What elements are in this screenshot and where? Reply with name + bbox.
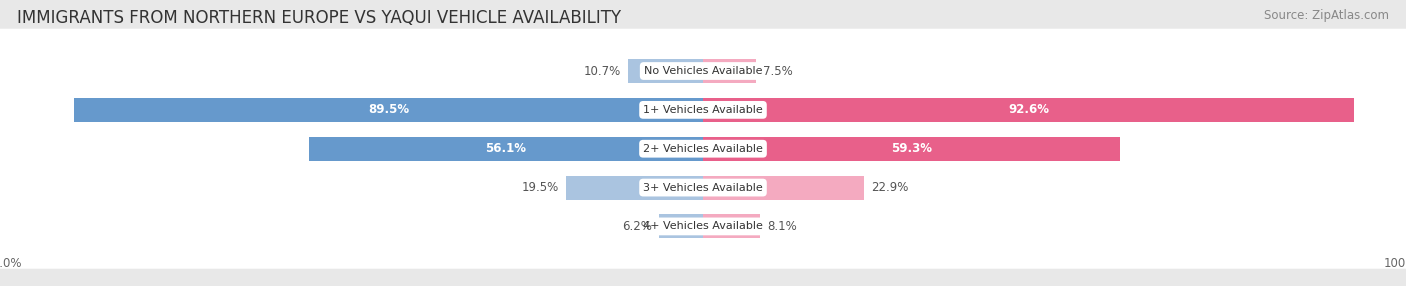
Text: 3+ Vehicles Available: 3+ Vehicles Available [643, 182, 763, 192]
Bar [703, 137, 1119, 161]
Bar [659, 214, 703, 239]
FancyBboxPatch shape [0, 29, 1406, 113]
Text: 2+ Vehicles Available: 2+ Vehicles Available [643, 144, 763, 154]
Text: 22.9%: 22.9% [872, 181, 908, 194]
Text: 59.3%: 59.3% [891, 142, 932, 155]
Bar [703, 59, 756, 83]
Text: 8.1%: 8.1% [768, 220, 797, 233]
Text: 7.5%: 7.5% [762, 65, 793, 78]
Text: Source: ZipAtlas.com: Source: ZipAtlas.com [1264, 9, 1389, 21]
Bar [627, 59, 703, 83]
FancyBboxPatch shape [0, 67, 1406, 152]
Text: 19.5%: 19.5% [522, 181, 560, 194]
Bar [308, 137, 703, 161]
FancyBboxPatch shape [0, 145, 1406, 230]
Text: No Vehicles Available: No Vehicles Available [644, 66, 762, 76]
Text: 10.7%: 10.7% [583, 65, 621, 78]
FancyBboxPatch shape [0, 106, 1406, 191]
Text: IMMIGRANTS FROM NORTHERN EUROPE VS YAQUI VEHICLE AVAILABILITY: IMMIGRANTS FROM NORTHERN EUROPE VS YAQUI… [17, 9, 621, 27]
Text: 89.5%: 89.5% [368, 103, 409, 116]
Text: 92.6%: 92.6% [1008, 103, 1049, 116]
Bar [703, 98, 1354, 122]
Text: 4+ Vehicles Available: 4+ Vehicles Available [643, 221, 763, 231]
Bar [565, 176, 703, 200]
Text: 6.2%: 6.2% [623, 220, 652, 233]
Bar [73, 98, 703, 122]
Text: 1+ Vehicles Available: 1+ Vehicles Available [643, 105, 763, 115]
Bar [703, 176, 863, 200]
Text: 56.1%: 56.1% [485, 142, 526, 155]
FancyBboxPatch shape [0, 184, 1406, 269]
Bar [703, 214, 759, 239]
